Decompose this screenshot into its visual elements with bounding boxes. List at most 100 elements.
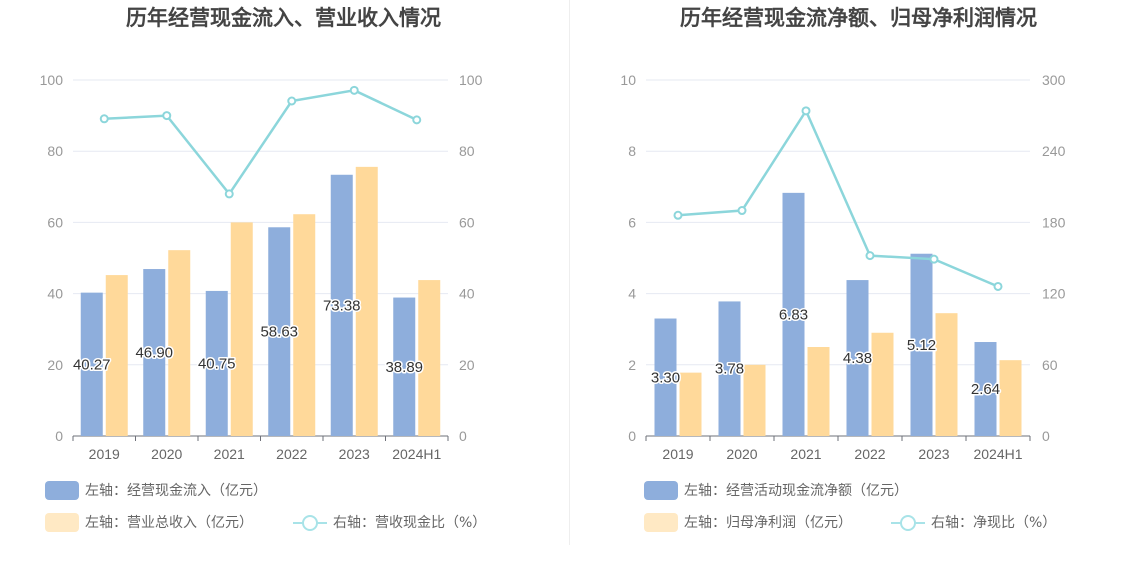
legend-label: 右轴：营收现金比（%） bbox=[333, 515, 487, 531]
x-axis-tick-label: 2022 bbox=[854, 446, 885, 462]
legend-item-revenue-cash-ratio[interactable]: 右轴：营收现金比（%） bbox=[293, 512, 486, 532]
bar-secondary bbox=[168, 250, 191, 436]
x-axis-tick-label: 2020 bbox=[151, 446, 182, 462]
bar-primary bbox=[330, 174, 353, 436]
chart-title: 历年经营现金流净额、归母净利润情况 bbox=[680, 6, 1037, 30]
bar-value-label: 40.75 bbox=[198, 355, 236, 372]
bar-primary bbox=[910, 253, 933, 436]
bar-secondary bbox=[679, 372, 702, 436]
legend-label: 左轴：经营现金流入（亿元） bbox=[85, 483, 267, 499]
x-axis-tick-label: 2020 bbox=[726, 446, 757, 462]
bar-value-label: 6.83 bbox=[779, 306, 808, 323]
bar-secondary bbox=[743, 364, 766, 436]
bar-secondary bbox=[230, 222, 253, 436]
legend-label: 左轴：经营活动现金流净额（亿元） bbox=[684, 483, 908, 499]
bar-secondary bbox=[999, 360, 1022, 436]
bar-primary bbox=[268, 227, 291, 436]
ratio-point bbox=[865, 251, 875, 261]
ratio-point bbox=[737, 206, 747, 216]
ratio-point bbox=[929, 254, 939, 264]
left-axis-tick-label: 4 bbox=[628, 286, 636, 302]
legend-swatch-blue bbox=[644, 480, 678, 500]
bar-secondary bbox=[105, 275, 128, 436]
ratio-point bbox=[349, 85, 359, 95]
x-axis-tick-label: 2022 bbox=[276, 446, 307, 462]
bar-primary bbox=[205, 290, 228, 436]
bar-secondary bbox=[807, 347, 830, 436]
right-axis-tick-label: 100 bbox=[459, 72, 483, 88]
x-axis-tick-label: 2023 bbox=[918, 446, 949, 462]
legend-line-marker-icon bbox=[293, 513, 327, 532]
bar-value-label: 4.38 bbox=[843, 350, 872, 367]
ratio-point bbox=[162, 111, 172, 121]
left-axis-tick-label: 20 bbox=[47, 357, 63, 373]
bar-secondary bbox=[293, 214, 316, 436]
ratio-point bbox=[673, 210, 683, 220]
ratio-point bbox=[801, 106, 811, 116]
legend-item-net-cashflow[interactable]: 左轴：经营活动现金流净额（亿元） bbox=[644, 480, 908, 500]
x-axis-tick-label: 2021 bbox=[790, 446, 821, 462]
bar-primary bbox=[654, 318, 677, 436]
chart-title: 历年经营现金流入、营业收入情况 bbox=[126, 6, 441, 30]
left-axis-tick-label: 100 bbox=[40, 72, 64, 88]
right-axis-tick-label: 60 bbox=[459, 214, 475, 230]
left-axis-tick-label: 0 bbox=[628, 428, 636, 444]
legend-label: 左轴：营业总收入（亿元） bbox=[85, 515, 253, 531]
ratio-point bbox=[412, 115, 422, 125]
left-axis-tick-label: 8 bbox=[628, 143, 636, 159]
bar-primary bbox=[80, 292, 103, 436]
bar-primary bbox=[974, 342, 997, 436]
x-axis-tick-label: 2021 bbox=[214, 446, 245, 462]
left-axis-tick-label: 0 bbox=[55, 428, 63, 444]
right-axis-tick-label: 0 bbox=[1042, 428, 1050, 444]
chart-panel-cash-inflow-revenue: 历年经营现金流入、营业收入情况 0 0 20 20 40 40 60 60 80 80 100 100… bbox=[40, 6, 486, 532]
left-axis-tick-label: 60 bbox=[47, 214, 63, 230]
bar-secondary bbox=[418, 280, 441, 436]
bar-value-label: 5.12 bbox=[907, 337, 936, 354]
bar-primary bbox=[718, 301, 741, 436]
legend-line-marker-icon bbox=[891, 513, 925, 532]
legend-item-cash-inflow[interactable]: 左轴：经营现金流入（亿元） bbox=[45, 480, 267, 500]
bar-secondary bbox=[935, 313, 958, 436]
left-axis-tick-label: 40 bbox=[47, 286, 63, 302]
panel-divider bbox=[569, 0, 570, 545]
x-axis-tick-label: 2024H1 bbox=[973, 446, 1022, 462]
bar-secondary bbox=[871, 332, 894, 436]
left-axis-tick-label: 10 bbox=[620, 72, 636, 88]
ratio-point bbox=[99, 114, 109, 124]
left-axis-tick-label: 80 bbox=[47, 143, 63, 159]
legend-swatch-blue bbox=[45, 480, 79, 500]
bar-value-label: 3.78 bbox=[715, 361, 744, 378]
left-axis-tick-label: 6 bbox=[628, 214, 636, 230]
ratio-point bbox=[224, 189, 234, 199]
right-axis-tick-label: 60 bbox=[1042, 357, 1058, 373]
bar-value-label: 40.27 bbox=[73, 356, 111, 373]
ratio-line bbox=[677, 108, 999, 288]
legend-item-revenue[interactable]: 左轴：营业总收入（亿元） bbox=[45, 512, 253, 532]
right-axis-tick-label: 80 bbox=[459, 143, 475, 159]
bar-value-label: 2.64 bbox=[971, 381, 1000, 398]
right-axis-tick-label: 20 bbox=[459, 357, 475, 373]
bar-value-label: 38.89 bbox=[385, 359, 423, 376]
bar-value-label: 73.38 bbox=[323, 297, 361, 314]
legend-item-net-cash-ratio[interactable]: 右轴：净现比（%） bbox=[891, 512, 1056, 532]
right-axis-tick-label: 300 bbox=[1042, 72, 1066, 88]
bar-value-label: 3.30 bbox=[651, 369, 680, 386]
right-axis-tick-label: 120 bbox=[1042, 286, 1066, 302]
bar-primary bbox=[143, 269, 166, 436]
x-axis-tick-label: 2023 bbox=[339, 446, 370, 462]
right-axis-tick-label: 180 bbox=[1042, 214, 1066, 230]
x-axis-tick-label: 2024H1 bbox=[392, 446, 441, 462]
left-axis-tick-label: 2 bbox=[628, 357, 636, 373]
chart-plot-area: 0 0 2 60 4 120 6 180 8 240 10 300 2019 2020 2021 2022 20… bbox=[620, 72, 1066, 462]
bar-secondary bbox=[355, 166, 378, 436]
legend-swatch-yellow bbox=[45, 512, 79, 532]
legend-item-net-profit[interactable]: 左轴：归母净利润（亿元） bbox=[644, 512, 852, 532]
ratio-point bbox=[993, 281, 1003, 291]
bar-value-label: 46.90 bbox=[135, 345, 173, 362]
right-axis-tick-label: 40 bbox=[459, 286, 475, 302]
right-axis-tick-label: 240 bbox=[1042, 143, 1066, 159]
bar-value-label: 58.63 bbox=[260, 324, 298, 341]
right-axis-tick-label: 0 bbox=[459, 428, 467, 444]
